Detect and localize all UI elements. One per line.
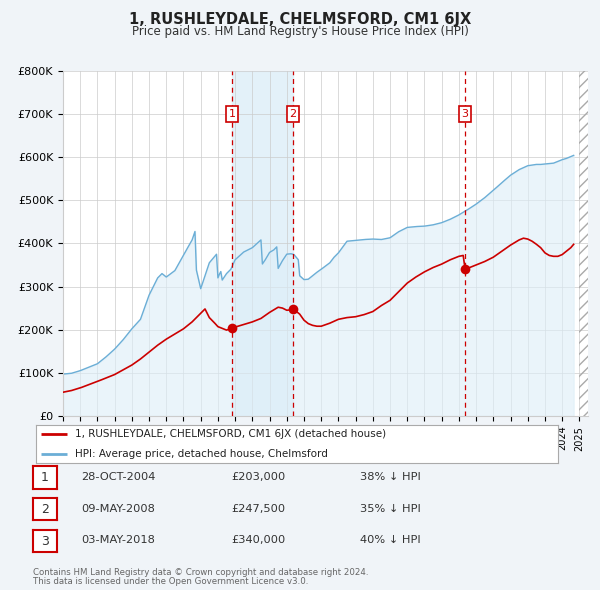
Text: 3: 3 [41,535,49,548]
Text: 1, RUSHLEYDALE, CHELMSFORD, CM1 6JX (detached house): 1, RUSHLEYDALE, CHELMSFORD, CM1 6JX (det… [75,430,386,440]
Text: 2: 2 [289,109,296,119]
Text: Contains HM Land Registry data © Crown copyright and database right 2024.: Contains HM Land Registry data © Crown c… [33,568,368,577]
Bar [232,71,293,416]
Text: 1, RUSHLEYDALE, CHELMSFORD, CM1 6JX: 1, RUSHLEYDALE, CHELMSFORD, CM1 6JX [129,12,471,27]
Text: £203,000: £203,000 [231,472,285,481]
Text: £340,000: £340,000 [231,536,285,545]
Text: HPI: Average price, detached house, Chelmsford: HPI: Average price, detached house, Chel… [75,448,328,458]
Text: 1: 1 [41,471,49,484]
Text: 35% ↓ HPI: 35% ↓ HPI [360,504,421,513]
Text: 2: 2 [41,503,49,516]
Text: 09-MAY-2008: 09-MAY-2008 [81,504,155,513]
Text: This data is licensed under the Open Government Licence v3.0.: This data is licensed under the Open Gov… [33,578,308,586]
Text: 03-MAY-2018: 03-MAY-2018 [81,536,155,545]
Bar [580,71,588,416]
Text: 1: 1 [229,109,236,119]
Text: Price paid vs. HM Land Registry's House Price Index (HPI): Price paid vs. HM Land Registry's House … [131,25,469,38]
Text: 38% ↓ HPI: 38% ↓ HPI [360,472,421,481]
Text: 40% ↓ HPI: 40% ↓ HPI [360,536,421,545]
Text: £247,500: £247,500 [231,504,285,513]
Text: 28-OCT-2004: 28-OCT-2004 [81,472,155,481]
Text: 3: 3 [461,109,469,119]
